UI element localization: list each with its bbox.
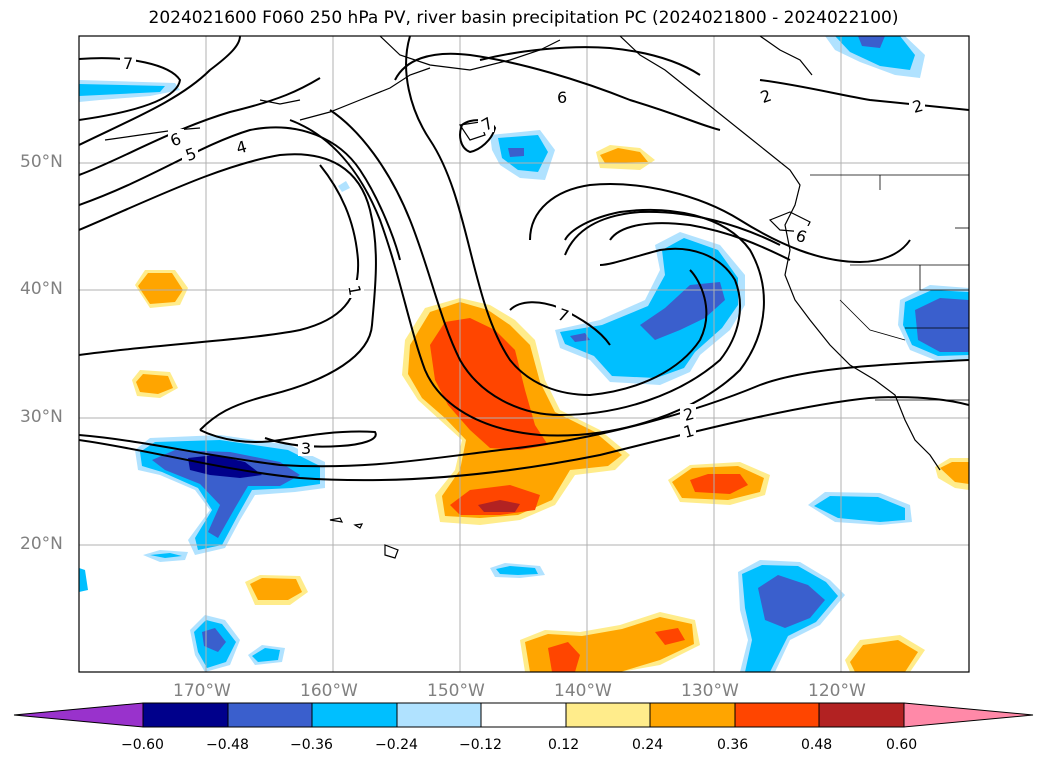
map-frame (78, 35, 970, 673)
colorbar-tick-label: −0.36 (290, 737, 333, 753)
contour-label-3: 4 (233, 137, 249, 158)
colorbar-segment (818, 702, 905, 728)
colorbar-tick-label: 0.60 (886, 737, 918, 753)
contour-label-11: 2 (680, 404, 696, 425)
colorbar-segment (480, 702, 567, 728)
longitude-label: 140°W (554, 681, 612, 701)
latitude-label: 20°N (20, 534, 63, 554)
colorbar-segment (565, 702, 651, 728)
contour-label-13: 3 (298, 438, 314, 458)
contour-label-0: 7 (120, 52, 136, 73)
graticule (79, 36, 969, 672)
latitude-label: 40°N (20, 279, 63, 299)
contour-label-7: 2 (757, 86, 774, 107)
contour-label-9: 6 (793, 226, 810, 247)
colorbar-tick-label: −0.12 (459, 737, 502, 753)
longitude-label: 160°W (300, 681, 358, 701)
precip-shading (79, 36, 969, 672)
latitude-label: 30°N (20, 407, 63, 427)
longitude-label: 170°W (173, 681, 231, 701)
colorbar-extend-low (13, 702, 144, 728)
longitude-label: 130°W (681, 681, 739, 701)
contour-label-text: 3 (301, 439, 311, 458)
contour-label-text: 2 (910, 96, 925, 117)
colorbar-tick-label: 0.36 (717, 737, 749, 753)
political-borders (810, 174, 969, 401)
contour-label-group: 7 6 5 4 1 7 6 2 2 6 7 2 1 3 (120, 52, 925, 458)
colorbar-tick-label: −0.48 (206, 737, 249, 753)
contour-label-1: 6 (168, 129, 184, 150)
contour-label-text: 2 (681, 404, 696, 425)
map-title: 2024021600 F060 250 hPa PV, river basin … (148, 8, 899, 28)
contour-label-text: 7 (123, 54, 133, 73)
contour-label-6: 6 (554, 87, 570, 107)
contour-label-10: 7 (555, 305, 572, 326)
contour-label-text: 4 (234, 137, 249, 158)
contour-label-8: 2 (909, 96, 925, 117)
contour-label-5: 7 (478, 113, 496, 135)
latitude-label: 50°N (20, 152, 63, 172)
contour-label-text: 1 (344, 284, 364, 297)
colorbar-segment (734, 702, 820, 728)
colorbar-tick-label: −0.24 (375, 737, 418, 753)
contour-label-text: 1 (681, 421, 696, 442)
contour-label-12: 1 (680, 421, 696, 442)
contour-label-text: 6 (557, 88, 567, 107)
colorbar-tick-label: −0.60 (121, 737, 164, 753)
colorbar-tick-label: 0.24 (632, 737, 664, 753)
pv-contours (79, 36, 969, 482)
contour-label-2: 5 (182, 143, 199, 165)
colorbar-segment (396, 702, 482, 728)
longitude-label: 150°W (427, 681, 485, 701)
colorbar-tick-label: 0.48 (801, 737, 833, 753)
colorbar-tick-label: 0.12 (548, 737, 580, 753)
contour-label-4: 1 (344, 280, 365, 298)
colorbar-segment (649, 702, 736, 728)
colorbar-segment (311, 702, 398, 728)
colorbar-segment (142, 702, 229, 728)
colorbar-extend-high (903, 702, 1034, 728)
colorbar (13, 702, 1034, 728)
colorbar-segment (227, 702, 313, 728)
longitude-label: 120°W (808, 681, 866, 701)
